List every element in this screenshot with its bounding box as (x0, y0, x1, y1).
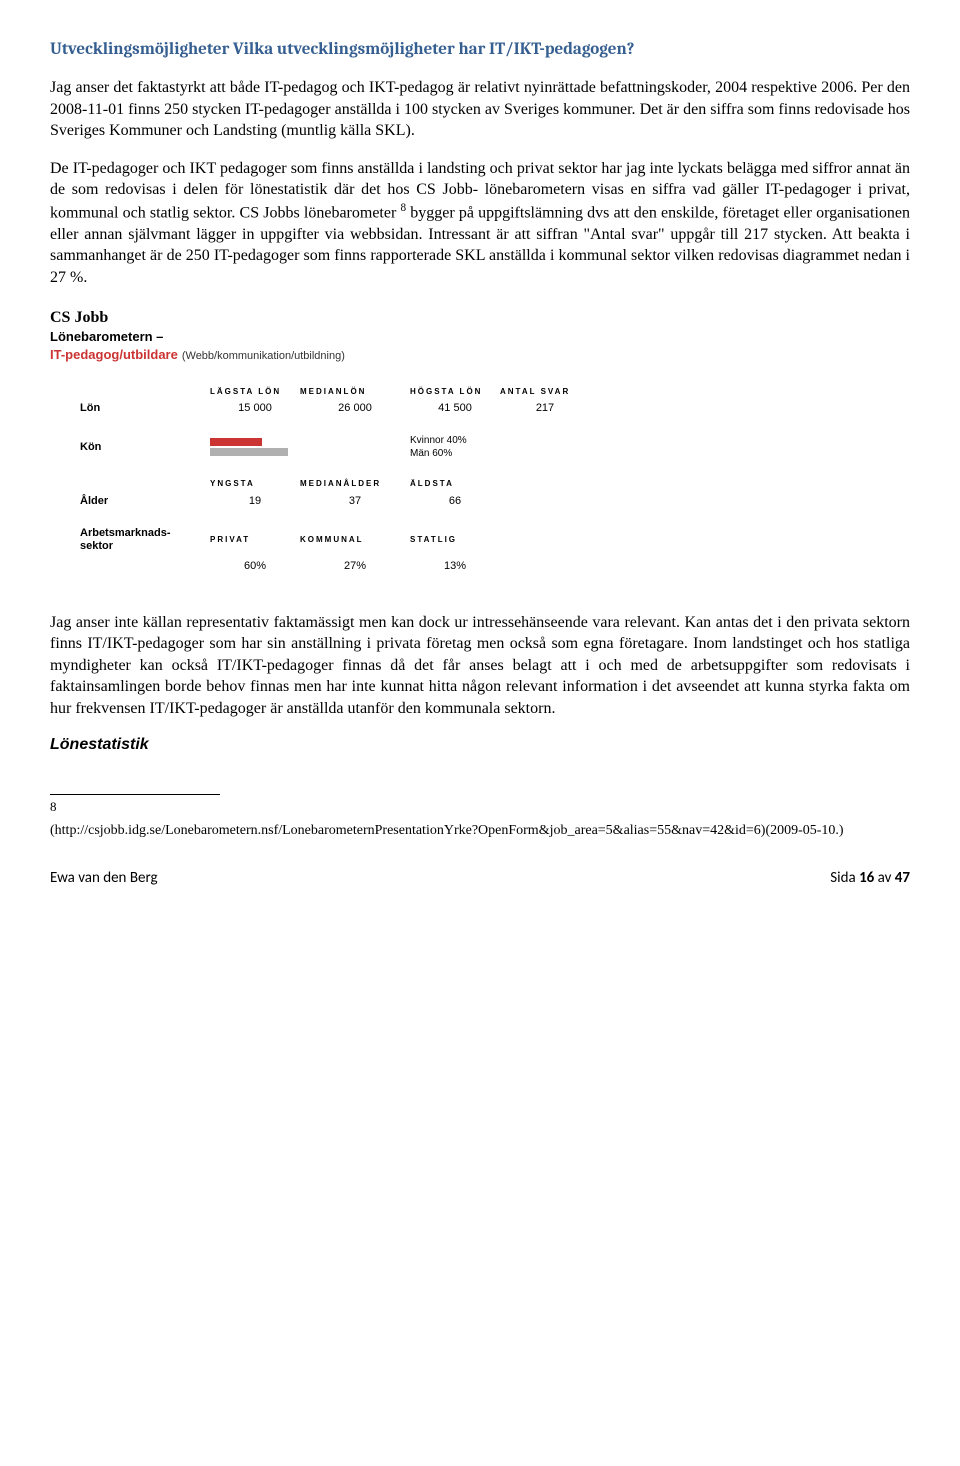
csjobb-subtitle: Lönebarometern – (50, 329, 910, 344)
paragraph-2: De IT-pedagoger och IKT pedagoger som fi… (50, 158, 910, 289)
paragraph-1: Jag anser det faktastyrkt att både IT-pe… (50, 77, 910, 142)
csjobb-block: CS Jobb Lönebarometern – IT-pedagog/utbi… (50, 309, 910, 364)
value-antal-svar: 217 (500, 402, 590, 414)
row-label-alder: Ålder (80, 495, 210, 507)
header-lagsta-lon: LÄGSTA LÖN (210, 388, 300, 397)
value-medianalder: 37 (300, 495, 410, 507)
csjobb-brand: CS Jobb (50, 309, 910, 327)
header-aldsta: ÄLDSTA (410, 480, 500, 489)
header-medianalder: MEDIANÅLDER (300, 480, 410, 489)
page-footer: Ewa van den Berg Sida 16 av 47 (50, 869, 910, 887)
footnote-number: 8 (50, 799, 910, 815)
header-privat: PRIVAT (210, 536, 300, 545)
value-yngsta: 19 (210, 495, 300, 507)
value-lagsta-lon: 15 000 (210, 402, 300, 414)
value-privat: 60% (210, 560, 300, 572)
section-heading: Utvecklingsmöjligheter Vilka utvecklings… (50, 40, 910, 59)
row-label-sector-1: Arbetsmarknads- (80, 527, 170, 539)
footer-page-current: 16 (859, 869, 874, 887)
footer-page-total: 47 (895, 869, 910, 887)
value-hogsta-lon: 41 500 (410, 402, 500, 414)
value-statlig: 13% (410, 560, 500, 572)
value-kommunal: 27% (300, 560, 410, 572)
paragraph-3: Jag anser inte källan representativ fakt… (50, 612, 910, 720)
header-kommunal: KOMMUNAL (300, 536, 410, 545)
header-medianlon: MEDIANLÖN (300, 388, 410, 397)
csjobb-category: (Webb/kommunikation/utbildning) (182, 350, 345, 362)
footer-page-label: Sida (830, 869, 859, 887)
lonebarometer-table: LÄGSTA LÖN MEDIANLÖN HÖGSTA LÖN ANTAL SV… (80, 388, 910, 572)
row-label-kon: Kön (80, 441, 210, 453)
gender-bar-male (210, 448, 288, 456)
header-statlig: STATLIG (410, 536, 500, 545)
csjobb-occupation: IT-pedagog/utbildare (50, 347, 178, 362)
footer-page-of: av (874, 869, 895, 887)
gender-text-male: Män 60% (410, 447, 590, 460)
header-hogsta-lon: HÖGSTA LÖN (410, 388, 500, 397)
row-label-lon: Lön (80, 402, 210, 414)
footnote-text: (http://csjobb.idg.se/Lonebarometern.nsf… (50, 823, 910, 839)
value-medianlon: 26 000 (300, 402, 410, 414)
row-label-sector-2: sektor (80, 540, 113, 552)
header-antal-svar: ANTAL SVAR (500, 388, 590, 397)
header-yngsta: YNGSTA (210, 480, 300, 489)
gender-bar-female (210, 438, 262, 446)
subheading-lonestatistik: Lönestatistik (50, 736, 910, 754)
footnote-separator (50, 794, 220, 795)
footer-author: Ewa van den Berg (50, 869, 158, 887)
value-aldsta: 66 (410, 495, 500, 507)
gender-text-female: Kvinnor 40% (410, 434, 590, 447)
gender-bars (210, 438, 340, 456)
